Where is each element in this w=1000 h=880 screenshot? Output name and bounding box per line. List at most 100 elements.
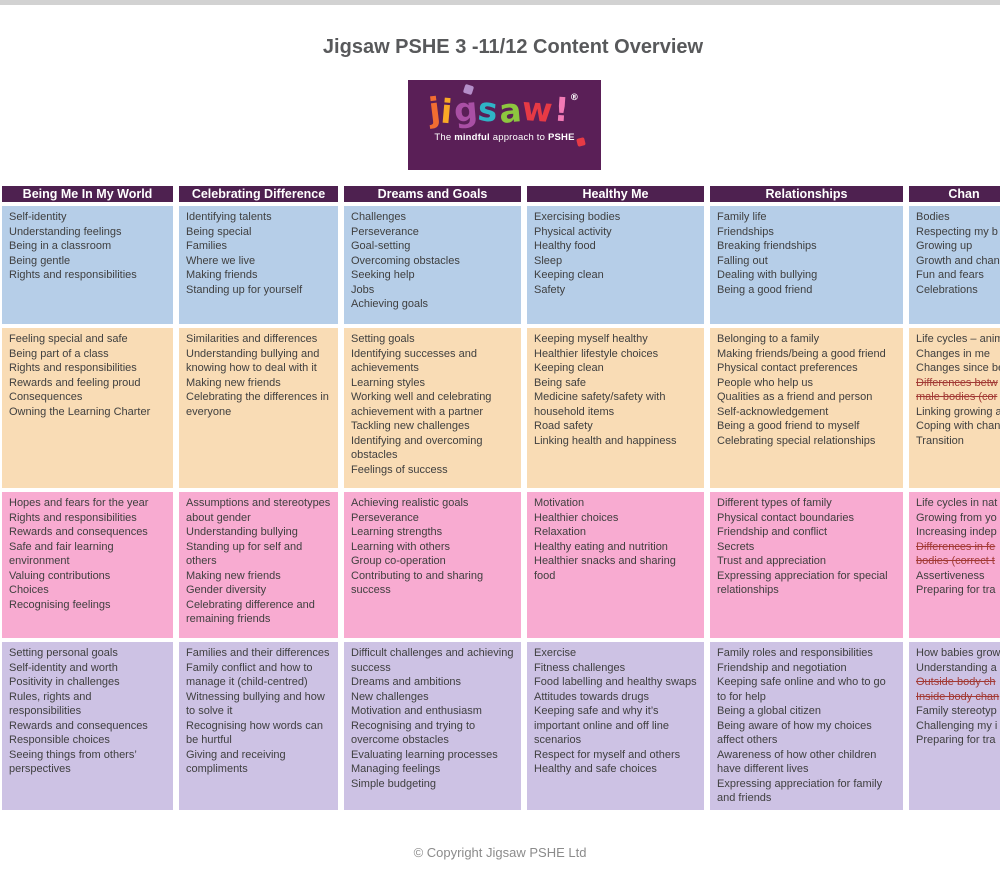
topic-item: Making new friends xyxy=(186,569,281,582)
topic-item: Group co-operation xyxy=(351,555,446,567)
topic-item: Fun and fears xyxy=(916,269,984,281)
tagline-pshe: PSHE xyxy=(547,132,575,143)
topic-item: Recognising and trying to overcome obsta… xyxy=(351,719,476,747)
jigsaw-logo: jigsaw!® The mindful approach to PSHE xyxy=(408,80,601,170)
topic-item: Fitness challenges xyxy=(534,661,626,674)
cell-healthy-me-row2: Keeping myself healthy Healthier lifestyl… xyxy=(527,328,704,488)
topic-item: Preparing for tra xyxy=(916,734,996,746)
logo-letter: w xyxy=(521,88,556,131)
topic-item: Relaxation xyxy=(534,526,586,538)
topic-item: Identifying and overcoming obstacles xyxy=(351,434,483,462)
topic-item: Safety xyxy=(534,283,566,296)
topic-item: Respect for myself and others xyxy=(534,748,681,761)
topic-item: Rewards and feeling proud xyxy=(9,376,141,389)
topic-item: Making friends/being a good friend xyxy=(717,347,886,360)
topic-item: Standing up for yourself xyxy=(186,283,303,296)
topic-item: Simple budgeting xyxy=(351,777,437,790)
topic-item: Giving and receiving compliments xyxy=(186,748,286,776)
column-header-healthy-me: Healthy Me xyxy=(527,186,704,202)
topic-item: Recognising how words can be hurtful xyxy=(186,719,323,747)
topic-item: Healthy and safe choices xyxy=(534,763,657,775)
topic-item: Family conflict and how to manage it (ch… xyxy=(186,661,313,689)
topic-item: Feeling special and safe xyxy=(9,333,128,345)
cell-dreams-and-goals-row3: Achieving realistic goals Perseverance Lea… xyxy=(344,492,521,638)
topic-item: Physical contact preferences xyxy=(717,362,858,374)
cell-changing-me-row3: Life cycles in nat Growing from yo Increas… xyxy=(909,492,1000,638)
cell-celebrating-difference-row3: Assumptions and stereotypes about gender… xyxy=(179,492,338,638)
topic-item: Keeping safe and why it’s important onli… xyxy=(534,705,669,746)
topic-item: Gender diversity xyxy=(186,584,267,596)
topic-item: Making friends xyxy=(186,269,258,281)
topic-item: Preparing for tra xyxy=(916,584,996,596)
topic-item: How babies grow xyxy=(916,647,1000,659)
topic-item: Keeping clean xyxy=(534,269,604,281)
topic-item: Dreams and ambitions xyxy=(351,676,462,688)
column-header-dreams-and-goals: Dreams and Goals xyxy=(344,186,521,202)
topic-item: Understanding bullying xyxy=(186,526,298,538)
topic-item: Identifying successes and achievements xyxy=(351,347,477,375)
topic-item: Self-identity and worth xyxy=(9,661,118,674)
topic-item: Road safety xyxy=(534,420,593,432)
topic-item: Celebrating difference and remaining fri… xyxy=(186,598,315,626)
topic-item: Transition xyxy=(916,434,964,447)
topic-item: Being a good friend xyxy=(717,283,813,296)
topic-item: Being special xyxy=(186,225,252,238)
topic-item: Expressing appreciation for special rela… xyxy=(717,569,888,597)
topic-item: Hopes and fears for the year xyxy=(9,497,149,509)
topic-item: Feelings of success xyxy=(351,463,448,476)
topic-item-struck: Inside body chan xyxy=(916,690,1000,703)
topic-item: Rewards and consequences xyxy=(9,719,148,732)
topic-item: Exercising bodies xyxy=(534,211,621,223)
logo-tagline: The mindful approach to PSHE xyxy=(408,132,601,143)
topic-item: Increasing indep xyxy=(916,526,997,538)
topic-item: Being aware of how my choices affect oth… xyxy=(717,719,872,747)
topic-item: Rights and responsibilities xyxy=(9,362,137,374)
topic-item-struck: Outside body ch xyxy=(916,676,996,688)
topic-item-struck: male bodies (cor xyxy=(916,391,998,403)
cell-being-me-in-my-world-row1: Self-identity Understanding feelings Being… xyxy=(2,206,173,324)
topic-item: Witnessing bullying and how to solve it xyxy=(186,690,325,718)
topic-item: Responsible choices xyxy=(9,734,110,746)
topic-item: Being part of a class xyxy=(9,347,109,360)
topic-item: Growing from yo xyxy=(916,511,997,524)
cell-celebrating-difference-row2: Similarities and differences Understandin… xyxy=(179,328,338,488)
topic-item: Being gentle xyxy=(9,254,71,267)
topic-item: Growth and chan xyxy=(916,254,1000,267)
topic-item: Choices xyxy=(9,584,49,596)
cell-dreams-and-goals-row1: Challenges Perseverance Goal-setting Overco… xyxy=(344,206,521,324)
logo-wordmark: jigsaw!® xyxy=(427,88,580,132)
topic-item: Healthy eating and nutrition xyxy=(534,540,668,553)
topic-item: Dealing with bullying xyxy=(717,269,818,281)
topic-item: New challenges xyxy=(351,690,429,703)
topic-item: Understanding feelings xyxy=(9,225,122,238)
topic-item: Friendship and conflict xyxy=(717,526,828,538)
cell-relationships-row3: Different types of family Physical contac… xyxy=(710,492,903,638)
topic-item: Friendship and negotiation xyxy=(717,661,847,674)
topic-item: Belonging to a family xyxy=(717,333,820,345)
page-title: Jigsaw PSHE 3 -11/12 Content Overview xyxy=(322,36,704,58)
topic-item: Changes in me xyxy=(916,347,990,360)
cell-relationships-row1: Family life Friendships Breaking friendshi… xyxy=(710,206,903,324)
topic-item: Setting personal goals xyxy=(9,647,118,659)
topic-item: Trust and appreciation xyxy=(717,555,827,567)
tagline-mid: approach to xyxy=(489,132,548,143)
topic-item: Expressing appreciation for family and f… xyxy=(717,777,883,805)
column-header-celebrating-difference: Celebrating Difference xyxy=(179,186,338,202)
topic-item: Friendships xyxy=(717,225,774,238)
topic-item: Identifying talents xyxy=(186,211,272,223)
topic-item: Difficult challenges and achieving succe… xyxy=(351,647,514,674)
topic-item: Family stereotyp xyxy=(916,705,997,717)
topic-item: Similarities and differences xyxy=(186,333,318,345)
topic-item: Understanding bullying and knowing how t… xyxy=(186,347,320,375)
tagline-prefix: The xyxy=(434,132,455,143)
topic-item: Jobs xyxy=(351,283,375,296)
cell-changing-me-row2: Life cycles – anim Changes in me Changes s… xyxy=(909,328,1000,488)
topic-item: Families and their differences xyxy=(186,647,330,659)
topic-item-struck: Differences betw xyxy=(916,376,998,389)
topic-item: Healthier lifestyle choices xyxy=(534,347,659,360)
topic-item: Being a good friend to myself xyxy=(717,420,860,432)
topic-item: Setting goals xyxy=(351,333,415,345)
topic-item: Where we live xyxy=(186,254,256,267)
topic-item: Life cycles in nat xyxy=(916,497,998,509)
